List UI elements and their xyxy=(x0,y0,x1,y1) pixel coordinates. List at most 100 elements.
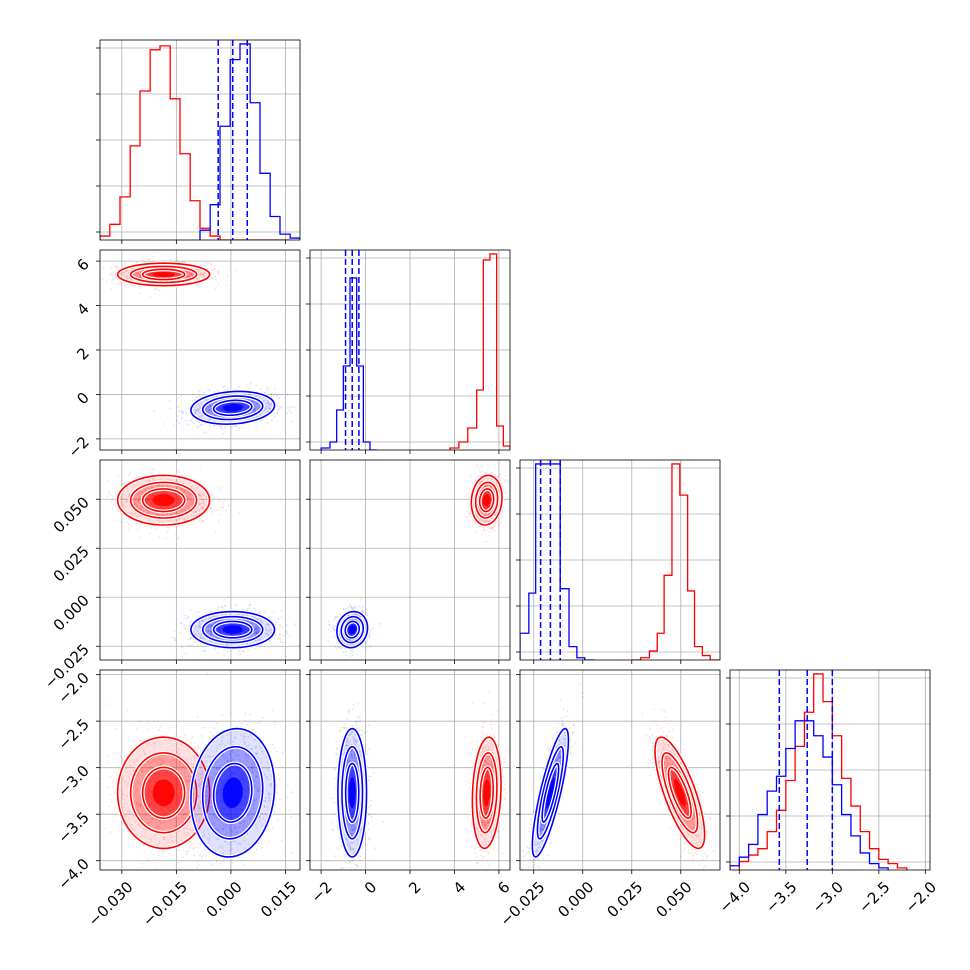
sample-point-red xyxy=(469,475,472,478)
sample-point-red xyxy=(198,494,201,496)
sample-point-blue xyxy=(207,630,209,632)
sample-point-red xyxy=(192,514,195,517)
sample-point-red xyxy=(469,512,472,515)
sample-point-blue xyxy=(207,409,210,411)
sample-point-blue xyxy=(255,632,258,635)
sample-point-red xyxy=(139,508,142,510)
sample-point-blue xyxy=(286,407,289,409)
sample-point-red xyxy=(488,527,491,530)
sample-point-blue xyxy=(197,625,200,628)
sample-point-red xyxy=(168,519,171,522)
sample-point-red xyxy=(194,509,196,512)
sample-point-red xyxy=(118,281,121,284)
sample-point-red xyxy=(187,507,190,510)
sample-point-red xyxy=(192,502,194,505)
sample-point-red xyxy=(180,488,183,491)
sample-point-blue xyxy=(240,650,243,653)
sample-point-red xyxy=(209,262,212,264)
sample-point-red xyxy=(144,525,146,528)
sample-point-blue xyxy=(252,409,255,411)
sample-point-red xyxy=(125,275,128,277)
sample-point-blue xyxy=(184,617,187,620)
sample-point-red xyxy=(156,519,159,522)
sample-point-red xyxy=(172,512,175,514)
sample-point-blue xyxy=(276,411,279,414)
sample-point-red xyxy=(147,473,150,475)
sample-point-blue xyxy=(335,616,338,619)
sample-point-red xyxy=(129,284,132,286)
sample-point-red xyxy=(223,499,226,502)
density-fill-red xyxy=(483,494,491,507)
sample-point-red xyxy=(97,268,99,270)
sample-point-red xyxy=(135,505,138,508)
sample-point-red xyxy=(177,260,180,263)
sample-point-blue xyxy=(281,609,283,612)
sample-point-red xyxy=(200,495,203,498)
sample-point-red xyxy=(179,518,181,520)
sample-point-red xyxy=(199,495,202,498)
sample-point-red xyxy=(141,491,144,493)
sample-point-red xyxy=(195,486,198,489)
contour-line-red xyxy=(141,488,186,513)
panel-0-0 xyxy=(96,39,301,244)
sample-point-red xyxy=(200,507,202,509)
sample-point-red xyxy=(485,484,488,487)
sample-point-blue xyxy=(226,387,229,390)
histogram-red-p2 xyxy=(631,463,720,660)
sample-point-blue xyxy=(256,630,259,633)
sample-point-blue xyxy=(255,406,258,409)
sample-point-red xyxy=(169,259,172,262)
sample-point-red xyxy=(138,536,141,539)
sample-point-red xyxy=(214,530,217,533)
sample-point-red xyxy=(200,506,203,508)
sample-point-blue xyxy=(179,631,182,634)
sample-point-blue xyxy=(247,399,250,401)
sample-point-blue xyxy=(185,652,187,655)
sample-point-red xyxy=(199,522,202,524)
sample-point-red xyxy=(481,465,484,468)
sample-point-red xyxy=(102,267,105,270)
sample-point-red xyxy=(467,498,470,501)
sample-point-blue xyxy=(196,409,198,412)
contour-line-blue xyxy=(201,395,264,421)
sample-point-blue xyxy=(209,633,212,635)
sample-point-blue xyxy=(255,625,258,628)
sample-point-red xyxy=(126,501,128,504)
sample-point-red xyxy=(487,484,490,487)
sample-point-blue xyxy=(268,403,271,406)
sample-point-red xyxy=(137,499,140,502)
sample-point-blue xyxy=(242,427,245,430)
sample-point-red xyxy=(177,536,180,539)
sample-point-red xyxy=(108,490,110,493)
sample-point-red xyxy=(138,498,140,500)
sample-point-blue xyxy=(256,639,259,641)
sample-point-blue xyxy=(267,633,270,636)
sample-point-red xyxy=(196,277,199,280)
sample-point-blue xyxy=(249,622,252,625)
sample-point-red xyxy=(149,479,152,481)
sample-point-red xyxy=(487,535,490,538)
sample-point-blue xyxy=(200,415,203,418)
sample-point-blue xyxy=(254,647,257,650)
sample-point-red xyxy=(137,492,140,495)
sample-point-red xyxy=(201,506,204,509)
sample-point-red xyxy=(193,498,195,501)
sample-point-red xyxy=(137,493,139,496)
sample-point-blue xyxy=(212,635,215,638)
sample-point-blue xyxy=(181,412,184,415)
sample-point-blue xyxy=(231,426,234,428)
sample-point-blue xyxy=(208,616,211,619)
sample-point-blue xyxy=(222,432,225,435)
sample-point-red xyxy=(488,531,491,533)
sample-point-red xyxy=(190,501,193,504)
sample-point-blue xyxy=(187,616,190,618)
sample-point-blue xyxy=(153,410,156,413)
sample-point-blue xyxy=(256,625,259,628)
sample-point-blue xyxy=(229,426,232,429)
sample-point-red xyxy=(145,488,148,490)
panel-2-0 xyxy=(96,459,301,664)
sample-point-blue xyxy=(266,390,269,392)
sample-point-red xyxy=(135,261,138,264)
sample-point-blue xyxy=(200,388,203,391)
sample-point-blue xyxy=(268,647,271,649)
